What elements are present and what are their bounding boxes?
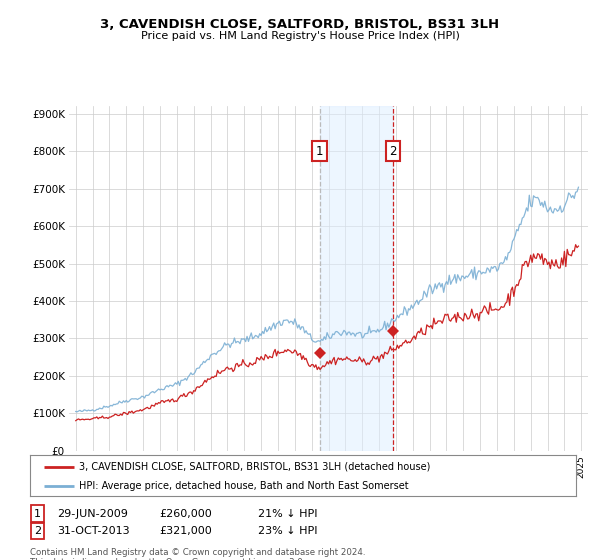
Text: 31-OCT-2013: 31-OCT-2013 — [57, 526, 130, 536]
Text: Price paid vs. HM Land Registry's House Price Index (HPI): Price paid vs. HM Land Registry's House … — [140, 31, 460, 41]
Bar — [320, 106, 393, 451]
Text: 1: 1 — [316, 145, 323, 158]
Text: Contains HM Land Registry data © Crown copyright and database right 2024.
This d: Contains HM Land Registry data © Crown c… — [30, 548, 365, 560]
Text: 23% ↓ HPI: 23% ↓ HPI — [258, 526, 317, 536]
Text: £260,000: £260,000 — [159, 508, 212, 519]
Text: 1: 1 — [34, 508, 41, 519]
Text: 21% ↓ HPI: 21% ↓ HPI — [258, 508, 317, 519]
Text: 3, CAVENDISH CLOSE, SALTFORD, BRISTOL, BS31 3LH: 3, CAVENDISH CLOSE, SALTFORD, BRISTOL, B… — [100, 18, 500, 31]
Text: 2: 2 — [389, 145, 397, 158]
Text: HPI: Average price, detached house, Bath and North East Somerset: HPI: Average price, detached house, Bath… — [79, 480, 409, 491]
Text: 2: 2 — [34, 526, 41, 536]
Text: 3, CAVENDISH CLOSE, SALTFORD, BRISTOL, BS31 3LH (detached house): 3, CAVENDISH CLOSE, SALTFORD, BRISTOL, B… — [79, 461, 431, 472]
Text: 29-JUN-2009: 29-JUN-2009 — [57, 508, 128, 519]
Text: £321,000: £321,000 — [159, 526, 212, 536]
